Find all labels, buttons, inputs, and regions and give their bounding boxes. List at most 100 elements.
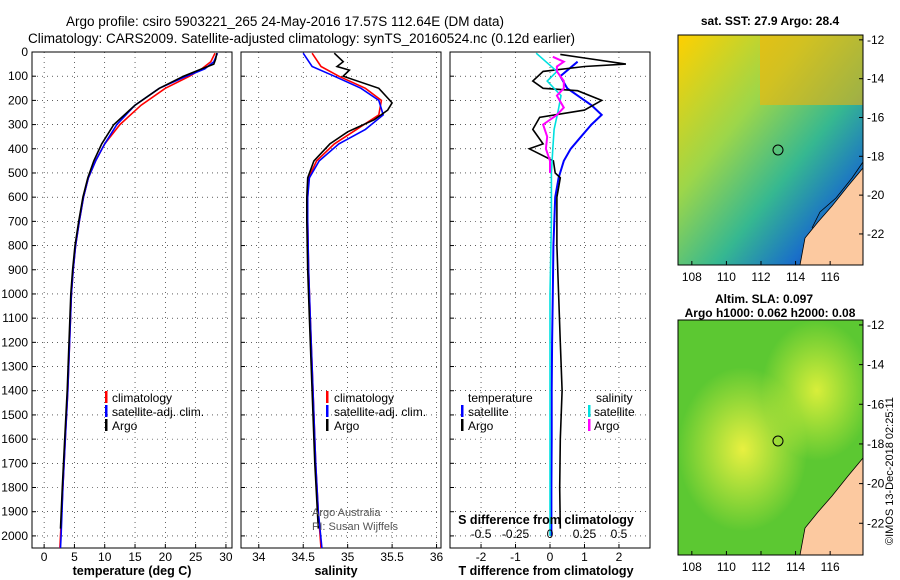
depth-tick-label: 0 <box>21 45 28 59</box>
depth-tick-label: 100 <box>8 69 28 83</box>
sst-coastline-detail <box>811 161 863 229</box>
series-line-climatology <box>59 52 216 549</box>
sla-map-title-2: Argo h1000: 0.062 h2000: 0.08 <box>685 306 856 320</box>
x-tick-label: -1 <box>510 550 521 564</box>
legend-swatch-satellite-s <box>326 405 329 417</box>
x-tick-label: 1 <box>581 550 588 564</box>
grid-layer <box>32 51 650 548</box>
depth-tick-label: 600 <box>8 190 28 204</box>
depth-tick-label: 1900 <box>1 505 28 519</box>
depth-tick-label: 400 <box>8 142 28 156</box>
x-tick-label: 2 <box>616 550 623 564</box>
sst-map-title: sat. SST: 27.9 Argo: 28.4 <box>701 14 840 28</box>
lat-tick-label: -18 <box>867 149 885 163</box>
x-tick-label: 15 <box>128 550 142 564</box>
temperature-panel-frame <box>31 51 233 549</box>
sla-land <box>799 457 863 555</box>
legend-label-climatology: climatology <box>112 391 172 405</box>
lon-tick-label: 116 <box>821 560 840 574</box>
legend-label-s-argo: Argo <box>594 419 620 433</box>
depth-tick-label: 1100 <box>2 311 28 325</box>
legend-swatch-satellite <box>105 405 108 417</box>
legend-label-satellite: satellite-adj. clim. <box>112 405 204 419</box>
t-diff-axis-label: T difference from climatology <box>458 564 633 578</box>
sla-map-frame <box>677 319 864 556</box>
legend-label-s-satellite: satellite <box>594 405 635 419</box>
lat-tick-label: -20 <box>867 477 885 491</box>
salinity-panel-frame <box>240 51 442 549</box>
salinity-legend: climatology satellite-adj. clim. Argo <box>326 391 426 433</box>
x2-tick-label: 0 <box>547 527 554 541</box>
depth-tick-label: 1000 <box>1 287 28 301</box>
x-tick-label: 20 <box>159 550 173 564</box>
credit-line-2: PI: Susan Wijffels <box>312 521 398 533</box>
depth-tick-label: 1600 <box>1 432 28 446</box>
legend-label-t-argo: Argo <box>468 419 494 433</box>
sla-map-title-1: Altim. SLA: 0.097 <box>715 292 813 306</box>
depth-tick-label: 300 <box>8 118 28 132</box>
x2-tick-label: 0.5 <box>611 527 628 541</box>
legend-title-temperature: temperature <box>468 391 533 405</box>
legend-swatch-s-satellite <box>588 405 591 417</box>
lon-tick-label: 108 <box>682 560 702 574</box>
lon-tick-label: 112 <box>751 560 770 574</box>
x-tick-label: 10 <box>98 550 112 564</box>
series-line-argo <box>305 52 394 529</box>
series-line-s-satellite <box>535 52 562 536</box>
title-line-1: Argo profile: csiro 5903221_265 24-May-2… <box>66 14 504 29</box>
legend-title-salinity: salinity <box>596 391 633 405</box>
x-tick-label: 35.5 <box>380 550 404 564</box>
depth-tick-label: 2000 <box>1 529 28 543</box>
lat-tick-label: -12 <box>867 318 885 332</box>
legend-swatch-t-argo <box>461 419 464 431</box>
series-line-argo <box>59 53 218 529</box>
series-line-satellite-adj-clim- <box>302 52 385 549</box>
lon-tick-label: 114 <box>786 270 805 284</box>
sst-argo-location-marker <box>772 144 784 156</box>
legend-label-satellite-s: satellite-adj. clim. <box>334 405 426 419</box>
sst-map-frame <box>677 34 864 266</box>
lat-tick-label: -18 <box>867 437 885 451</box>
x-tick-label: 34.5 <box>292 550 316 564</box>
lat-tick-label: -16 <box>867 397 885 411</box>
lon-tick-label: 114 <box>786 560 805 574</box>
difference-legend: temperature salinity satellite Argo sate… <box>461 391 635 433</box>
lon-tick-label: 112 <box>751 270 770 284</box>
series-line-s-argo <box>541 55 566 173</box>
x2-tick-label: 0.25 <box>573 527 597 541</box>
depth-tick-label: 200 <box>8 93 28 107</box>
sst-warm-patch <box>760 35 863 105</box>
temperature-axis-label: temperature (deg C) <box>73 564 192 578</box>
x-tick-label: 30 <box>219 550 233 564</box>
x-tick-label: 34 <box>252 550 266 564</box>
x-tick-label: -2 <box>476 550 487 564</box>
lon-tick-label: 110 <box>717 270 736 284</box>
depth-tick-label: 1500 <box>1 408 28 422</box>
depth-tick-label: 500 <box>8 166 28 180</box>
lat-tick-label: -14 <box>867 358 885 372</box>
legend-label-t-satellite: satellite <box>468 405 509 419</box>
series-layer <box>59 52 627 549</box>
x-tick-layer: 0 5 10 15 20 25 30 34 34.5 35 35.5 36 -2 -1 0 1 2 -0.5 -0.… <box>41 527 628 564</box>
x-tick-label: 36 <box>430 550 444 564</box>
legend-swatch-t-satellite <box>461 405 464 417</box>
depth-axis: 0 100 200 300 400 500 600 700 800 900 1000 1100 1200… <box>1 45 28 543</box>
lon-tick-label: 108 <box>682 270 702 284</box>
depth-tick-label: 800 <box>8 239 28 253</box>
legend-label-argo-s: Argo <box>334 419 360 433</box>
series-line-climatology <box>306 52 383 549</box>
series-line-t-satellite <box>550 60 604 536</box>
x2-tick-label: -0.25 <box>502 527 530 541</box>
sla-tick-layer: -12 -14 -16 -18 -20 -22 108 110 112 114 116 <box>682 318 885 574</box>
lon-tick-label: 110 <box>717 560 736 574</box>
depth-tick-label: 900 <box>8 263 28 277</box>
temperature-legend: climatology satellite-adj. clim. Argo <box>105 391 204 433</box>
lat-tick-label: -20 <box>867 188 885 202</box>
lat-tick-label: -14 <box>867 72 885 86</box>
lat-tick-label: -16 <box>867 110 885 124</box>
sst-map <box>678 35 863 265</box>
legend-label-argo: Argo <box>112 419 138 433</box>
series-line-t-argo <box>527 53 627 529</box>
legend-swatch-climatology-s <box>326 391 329 403</box>
